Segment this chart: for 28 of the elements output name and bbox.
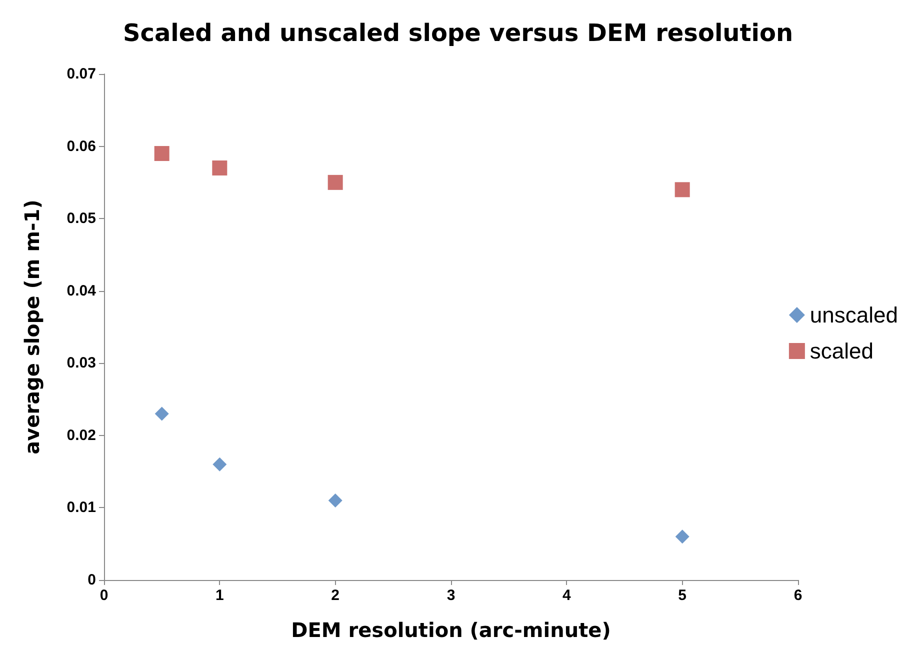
point [675, 530, 690, 544]
y-tick-label: 0.04 [66, 282, 97, 300]
y-tick-label: 0.01 [66, 499, 96, 516]
point [328, 493, 342, 508]
x-tick-label: 4 [562, 587, 572, 604]
y-tick-label: 0 [88, 572, 96, 588]
y-tick-label: 0.06 [66, 138, 96, 155]
y-axis-title: average slope (m m-1) [20, 200, 44, 454]
y-tick-label: 0.03 [66, 354, 96, 372]
point [212, 160, 228, 176]
x-tick-label: 5 [678, 587, 687, 604]
point [212, 457, 227, 472]
y-tick-label: 0.05 [66, 210, 96, 228]
x-axis-title: DEM resolution (arc-minute) [291, 618, 611, 642]
x-tick-label: 3 [446, 587, 456, 604]
point [328, 174, 343, 190]
point [154, 146, 170, 162]
y-tick-label: 0.02 [66, 426, 96, 444]
point [154, 406, 169, 421]
x-tick-label: 6 [794, 587, 802, 604]
x-tick-label: 2 [331, 587, 340, 604]
x-tick-label: 1 [215, 587, 224, 604]
chart-title: Scaled and unscaled slope versus DEM resolution [122, 19, 794, 47]
legend-label: unscaled [810, 302, 898, 328]
x-tick-label: 0 [100, 587, 108, 604]
point [674, 182, 690, 198]
legend-label: scaled [810, 338, 874, 364]
y-tick-label: 0.07 [66, 66, 96, 82]
